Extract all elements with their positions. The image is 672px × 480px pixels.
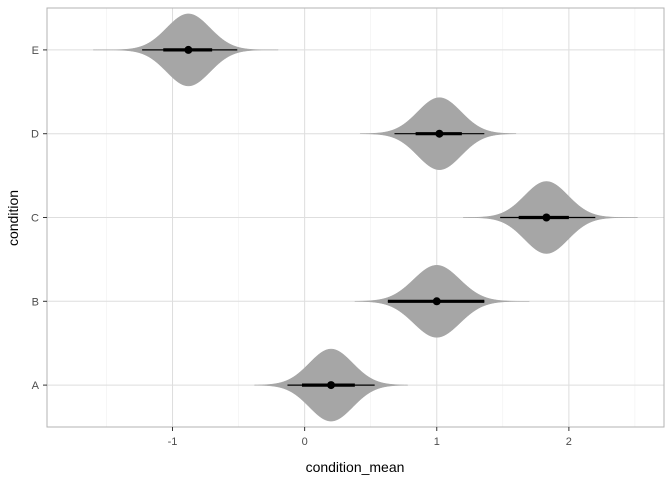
median-point-B (432, 297, 441, 306)
x-tick-label: -1 (168, 436, 178, 448)
x-tick-label: 2 (566, 436, 572, 448)
y-tick-label: A (32, 380, 40, 392)
median-point-A (327, 381, 336, 390)
y-tick-label: C (31, 213, 39, 225)
x-tick-label: 1 (434, 436, 440, 448)
y-tick-label: B (32, 296, 39, 308)
x-tick-label: 0 (302, 436, 308, 448)
x-axis-title: condition_mean (306, 459, 405, 475)
median-point-E (184, 45, 193, 54)
y-tick-label: E (32, 45, 39, 57)
intervals (142, 45, 596, 390)
y-tick-label: D (31, 129, 39, 141)
median-point-C (542, 213, 551, 222)
median-point-D (435, 129, 444, 138)
y-axis: A B C D E (31, 45, 47, 392)
y-axis-title: condition (5, 190, 21, 246)
x-axis: -1 0 1 2 (168, 427, 572, 448)
